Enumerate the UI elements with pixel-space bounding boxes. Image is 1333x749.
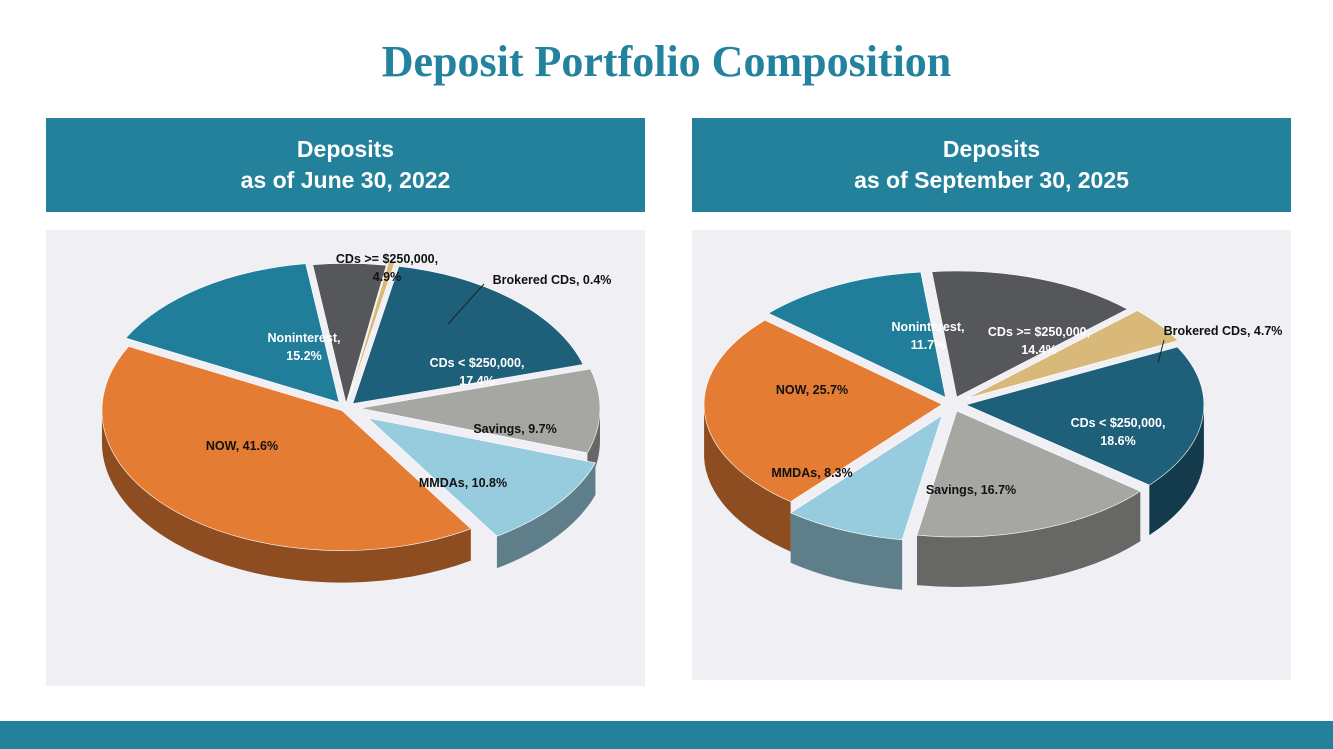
pie-slice <box>965 346 1205 486</box>
data-label: Brokered CDs, 4.7% <box>1164 324 1283 338</box>
left-header-line1: Deposits <box>296 136 395 162</box>
pie-slice-side <box>496 462 596 569</box>
data-label: CDs < $250,000, 18.6% <box>1071 416 1166 448</box>
pie-chart-2022: CDs >= $250,000, 4.9% Brokered CDs, 0.4% CD… <box>101 252 612 583</box>
right-header-line1: Deposits <box>942 136 1041 162</box>
page-title: Deposit Portfolio Composition <box>381 37 952 86</box>
pie-slice <box>348 261 396 401</box>
pie-slice <box>125 263 340 403</box>
pie-slice <box>966 310 1179 399</box>
pie-slice-side <box>704 407 791 552</box>
data-label: Noninterest, 11.7% <box>892 320 965 352</box>
leader-line <box>447 283 485 325</box>
data-label: Savings, 16.7% <box>926 483 1016 497</box>
right-panel-header: Deposits as of September 30, 2025 <box>692 118 1291 212</box>
data-label: Noninterest, 15.2% <box>268 331 341 363</box>
pie-slice <box>359 368 601 454</box>
right-header-line2: as of September 30, 2025 <box>854 167 1129 193</box>
pie-slice-side <box>1149 406 1204 536</box>
pie-slice <box>312 263 387 405</box>
footer-bar <box>0 721 1333 749</box>
pie-slice-side <box>101 411 471 583</box>
left-header-line2: as of June 30, 2022 <box>240 167 451 193</box>
data-label: CDs >= $250,000, 4.9% <box>336 252 438 284</box>
pie-slice <box>916 410 1141 538</box>
pie-top-faces <box>101 261 601 551</box>
data-label: CDs < $250,000, 17.4% <box>430 356 525 388</box>
pie-slice <box>352 265 584 405</box>
pie-slice <box>790 414 943 541</box>
data-label: NOW, 25.7% <box>776 383 848 397</box>
right-chart-panel: CDs >= $250,000, 14.4% Brokered CDs, 4.7% C… <box>692 230 1291 680</box>
left-panel-header: Deposits as of June 30, 2022 <box>46 118 645 212</box>
data-label: MMDAs, 8.3% <box>771 466 852 480</box>
leader-line <box>1157 339 1165 364</box>
pie-slice <box>931 270 1128 398</box>
data-label: CDs >= $250,000, 14.4% <box>988 325 1090 357</box>
pie-top-faces <box>703 270 1205 541</box>
data-label: MMDAs, 10.8% <box>419 476 507 490</box>
pie-slice <box>101 346 472 551</box>
pie-chart-2025: CDs >= $250,000, 14.4% Brokered CDs, 4.7% C… <box>703 270 1283 590</box>
data-label: Brokered CDs, 0.4% <box>493 273 612 287</box>
pie-slice <box>703 319 943 502</box>
left-chart-panel: CDs >= $250,000, 4.9% Brokered CDs, 0.4% CD… <box>46 230 645 686</box>
pie-slice-side <box>917 491 1141 587</box>
data-label: NOW, 41.6% <box>206 439 278 453</box>
pie-slice <box>767 271 947 398</box>
pie-slice-side <box>790 512 903 590</box>
data-label: Savings, 9.7% <box>473 422 556 436</box>
pie-side-walls <box>704 406 1204 590</box>
pie-slice <box>367 417 596 537</box>
